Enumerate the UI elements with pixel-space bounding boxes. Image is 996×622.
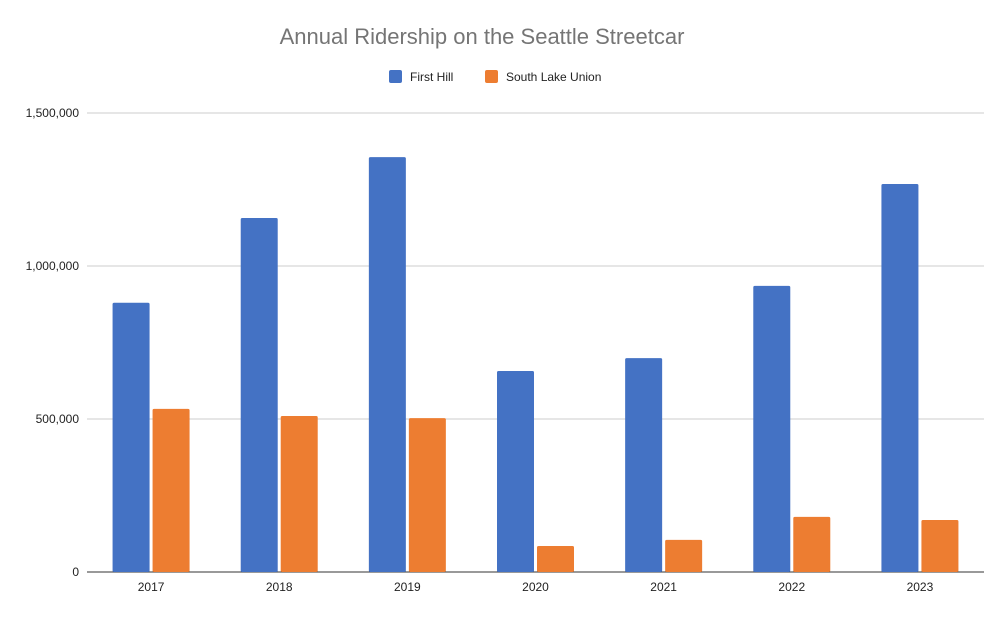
bar-south-lake-union-2020 (537, 545, 574, 572)
bar-south-lake-union-2023 (921, 519, 959, 572)
bar-south-lake-union-2017 (152, 408, 190, 572)
gridlines: 0 500,000 1,000,000 1,500,000 (26, 106, 984, 579)
x-tick-label: 2018 (266, 580, 293, 594)
legend-swatch (389, 70, 402, 83)
x-tick-label: 2023 (907, 580, 934, 594)
bar-south-lake-union-2021 (665, 539, 703, 572)
bar-south-lake-union-2018 (280, 415, 318, 572)
y-tick-label: 500,000 (36, 412, 80, 426)
y-tick-label: 0 (72, 565, 79, 579)
bar-first-hill-2021 (625, 358, 663, 572)
x-tick-label: 2019 (394, 580, 421, 594)
legend-label: South Lake Union (506, 70, 601, 84)
x-axis-labels: 2017 2018 2019 2020 2021 2022 2023 (138, 580, 934, 594)
bar-first-hill-2020 (497, 370, 534, 572)
bar-first-hill-2017 (112, 302, 150, 572)
x-tick-label: 2021 (650, 580, 677, 594)
chart-title: Annual Ridership on the Seattle Streetca… (280, 24, 685, 49)
x-tick-label: 2020 (522, 580, 549, 594)
bar-first-hill-2022 (753, 285, 791, 572)
x-tick-label: 2022 (778, 580, 805, 594)
bar-south-lake-union-2022 (793, 516, 831, 572)
x-tick-label: 2017 (138, 580, 165, 594)
bars (112, 157, 959, 572)
bar-first-hill-2023 (881, 183, 919, 572)
legend: First Hill South Lake Union (389, 70, 601, 84)
bar-first-hill-2019 (368, 157, 406, 572)
bar-south-lake-union-2019 (408, 418, 446, 572)
y-tick-label: 1,000,000 (26, 259, 80, 273)
legend-swatch (485, 70, 498, 83)
y-tick-label: 1,500,000 (26, 106, 80, 120)
bar-first-hill-2018 (240, 217, 278, 572)
legend-label: First Hill (410, 70, 453, 84)
